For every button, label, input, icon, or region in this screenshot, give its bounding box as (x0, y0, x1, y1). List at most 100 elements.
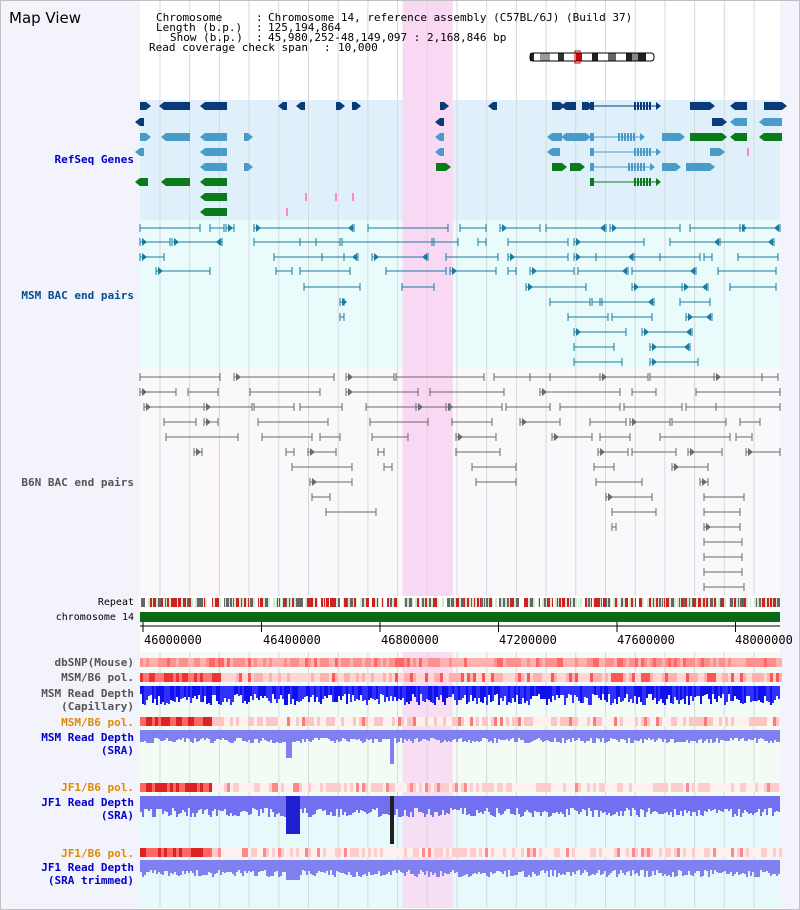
depth-bar (332, 860, 334, 875)
depth-bar (512, 730, 514, 738)
depth-bar (146, 686, 148, 700)
heat-cell (185, 717, 188, 726)
depth-bar (632, 860, 634, 870)
repeat-element (357, 598, 360, 607)
heat-cell (398, 673, 401, 682)
depth-bar (536, 686, 538, 696)
depth-bar (510, 686, 512, 703)
repeat-element (326, 598, 329, 607)
heat-cell (437, 717, 440, 726)
repeat-element (165, 598, 166, 607)
heat-cell (560, 658, 563, 667)
repeat-element (283, 598, 286, 607)
heat-cell (395, 673, 398, 682)
heat-cell (629, 848, 632, 857)
track-label-msm-b6-pol[interactable]: MSM/B6 pol. (61, 671, 134, 684)
heat-cell (710, 848, 713, 857)
heat-cell (164, 783, 167, 792)
depth-bar (726, 796, 728, 809)
depth-bar (402, 796, 404, 816)
heat-cell (740, 673, 743, 682)
depth-bar (224, 730, 226, 740)
repeat-element (601, 598, 602, 607)
depth-bar (488, 796, 490, 812)
heat-cell (476, 658, 479, 667)
heat-cell (371, 717, 374, 726)
depth-bar (386, 730, 388, 739)
heat-cell (776, 673, 779, 682)
repeat-element (738, 598, 739, 607)
track-label-msm-b6-pol-2[interactable]: MSM/B6 pol. (61, 716, 134, 729)
depth-bar (308, 686, 310, 702)
heat-cell (482, 673, 485, 682)
depth-bar (634, 796, 636, 810)
repeat-element (462, 598, 464, 607)
heat-cell (356, 717, 359, 726)
track-label-refseq[interactable]: RefSeq Genes (54, 153, 134, 166)
depth-bar (762, 796, 764, 812)
heat-cell (518, 783, 521, 792)
repeat-element (318, 598, 321, 607)
track-label-msm-read-cap[interactable]: MSM Read Depth (41, 687, 134, 700)
repeat-element (693, 598, 696, 607)
track-label-jf1-trim[interactable]: JF1 Read Depth (41, 861, 134, 874)
depth-bar (252, 860, 254, 871)
depth-bar (524, 860, 526, 877)
heat-cell (341, 658, 344, 667)
heat-cell (347, 783, 350, 792)
heat-cell (143, 658, 146, 667)
depth-bar (482, 796, 484, 814)
depth-bar (260, 796, 262, 809)
depth-bar (716, 860, 718, 872)
depth-bar (236, 686, 238, 694)
repeat-element (535, 598, 536, 607)
repeat-element (698, 598, 701, 607)
depth-bar (658, 860, 660, 873)
depth-bar (370, 686, 372, 698)
track-label-jf1-read[interactable]: JF1 Read Depth (41, 796, 134, 809)
heat-cell (467, 783, 470, 792)
depth-bar (414, 686, 416, 697)
depth-bar (734, 860, 736, 874)
depth-bar (214, 686, 216, 695)
depth-bar (396, 730, 398, 743)
heat-cell (212, 848, 215, 857)
heat-cell (515, 673, 518, 682)
repeat-element (244, 598, 246, 607)
depth-bar (532, 686, 534, 696)
heat-cell (437, 848, 440, 857)
heat-cell (284, 783, 287, 792)
heat-cell (671, 658, 674, 667)
depth-bar (600, 730, 602, 742)
heat-cell (326, 783, 329, 792)
heat-cell (407, 658, 410, 667)
track-label-jf1-b6-pol[interactable]: JF1/B6 pol. (61, 781, 134, 794)
repeat-element (585, 598, 587, 607)
track-label-jf1-b6-pol-2[interactable]: JF1/B6 pol. (61, 847, 134, 860)
heat-cell (218, 717, 221, 726)
heat-cell (518, 673, 521, 682)
heat-cell (722, 717, 725, 726)
heat-cell (485, 848, 488, 857)
depth-bar (744, 860, 746, 874)
depth-bar (312, 730, 314, 740)
heat-cell (755, 673, 758, 682)
repeat-element (489, 598, 492, 607)
heat-cell (602, 848, 605, 857)
heat-cell (236, 848, 239, 857)
track-label-b6n-bac[interactable]: B6N BAC end pairs (21, 476, 134, 489)
heat-cell (236, 783, 239, 792)
depth-bar (748, 686, 750, 696)
heat-cell (257, 658, 260, 667)
heat-cell (710, 658, 713, 667)
track-label-msm-read-sra[interactable]: MSM Read Depth (41, 731, 134, 744)
depth-bar (158, 730, 160, 739)
heat-cell (467, 658, 470, 667)
heat-cell (464, 658, 467, 667)
track-label-msm-bac[interactable]: MSM BAC end pairs (21, 289, 134, 302)
depth-bar (772, 686, 774, 703)
track-label-dbsnp[interactable]: dbSNP(Mouse) (54, 656, 134, 669)
heat-cell (659, 717, 662, 726)
heat-cell (311, 783, 314, 792)
